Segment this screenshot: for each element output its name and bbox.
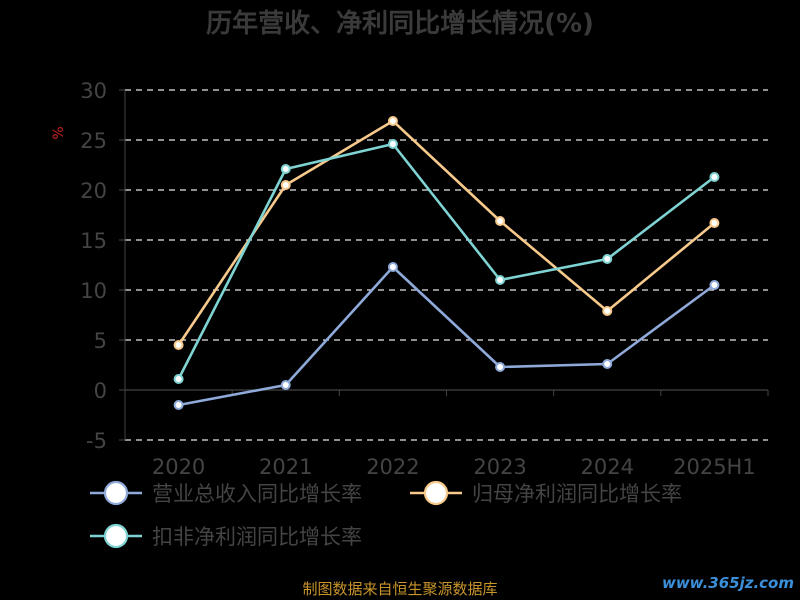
axes: -5 0 5 10 15 20 25 30 2020 2021 2022 2023 2024 2025H1: [80, 79, 769, 479]
data-point: [495, 216, 506, 226]
series-line: [178, 265, 716, 407]
y-tick-label: 5: [94, 329, 107, 353]
data-point: [280, 164, 291, 174]
x-tick-label: 2021: [259, 455, 312, 479]
series-layer: [173, 116, 720, 410]
y-tick-label: -5: [86, 429, 107, 453]
y-unit-label: %: [51, 126, 67, 139]
data-point: [387, 262, 398, 272]
data-point: [280, 180, 291, 190]
legend-label: 归母净利润同比增长率: [472, 482, 682, 506]
data-point: [602, 359, 613, 369]
legend-item-0: 营业总收入同比增长率: [90, 480, 362, 506]
legend-marker: [423, 480, 449, 506]
data-point: [709, 172, 720, 182]
data-point: [173, 340, 184, 350]
data-point: [709, 280, 720, 290]
footer-source: 制图数据来自恒生聚源数据库: [302, 580, 498, 598]
data-point: [173, 400, 184, 410]
y-tick-label: 0: [94, 379, 107, 403]
y-tick-label: 15: [80, 229, 107, 253]
data-point: [602, 306, 613, 316]
series-1: [173, 116, 720, 350]
data-point: [280, 380, 291, 390]
legend-marker: [103, 480, 129, 506]
x-tick-label: 2020: [152, 455, 205, 479]
legend-label: 扣非净利润同比增长率: [152, 525, 362, 549]
data-point: [709, 218, 720, 228]
watermark: www.365jz.com: [661, 574, 794, 592]
x-tick-label: 2025H1: [673, 455, 756, 479]
x-tick-label: 2022: [366, 455, 419, 479]
y-tick-label: 30: [80, 79, 107, 103]
data-point: [387, 116, 398, 126]
y-tick-label: 10: [80, 279, 107, 303]
y-tick-label: 20: [80, 179, 107, 203]
y-tick-label: 25: [80, 129, 107, 153]
legend-marker: [103, 523, 129, 549]
series-line: [177, 119, 716, 346]
data-point: [495, 275, 506, 285]
data-point: [495, 362, 506, 372]
series-line: [177, 142, 716, 380]
legend-item-1: 归母净利润同比增长率: [410, 480, 682, 506]
data-point: [173, 374, 184, 384]
series-0: [173, 262, 720, 410]
x-tick-label: 2024: [581, 455, 634, 479]
legend-label: 营业总收入同比增长率: [152, 482, 362, 506]
data-point: [387, 139, 398, 149]
data-point: [602, 254, 613, 264]
series-2: [173, 139, 720, 384]
chart-title: 历年营收、净利同比增长情况(%): [206, 8, 594, 39]
grid: [125, 89, 768, 441]
x-tick-label: 2023: [473, 455, 526, 479]
legend-item-2: 扣非净利润同比增长率: [90, 523, 362, 549]
